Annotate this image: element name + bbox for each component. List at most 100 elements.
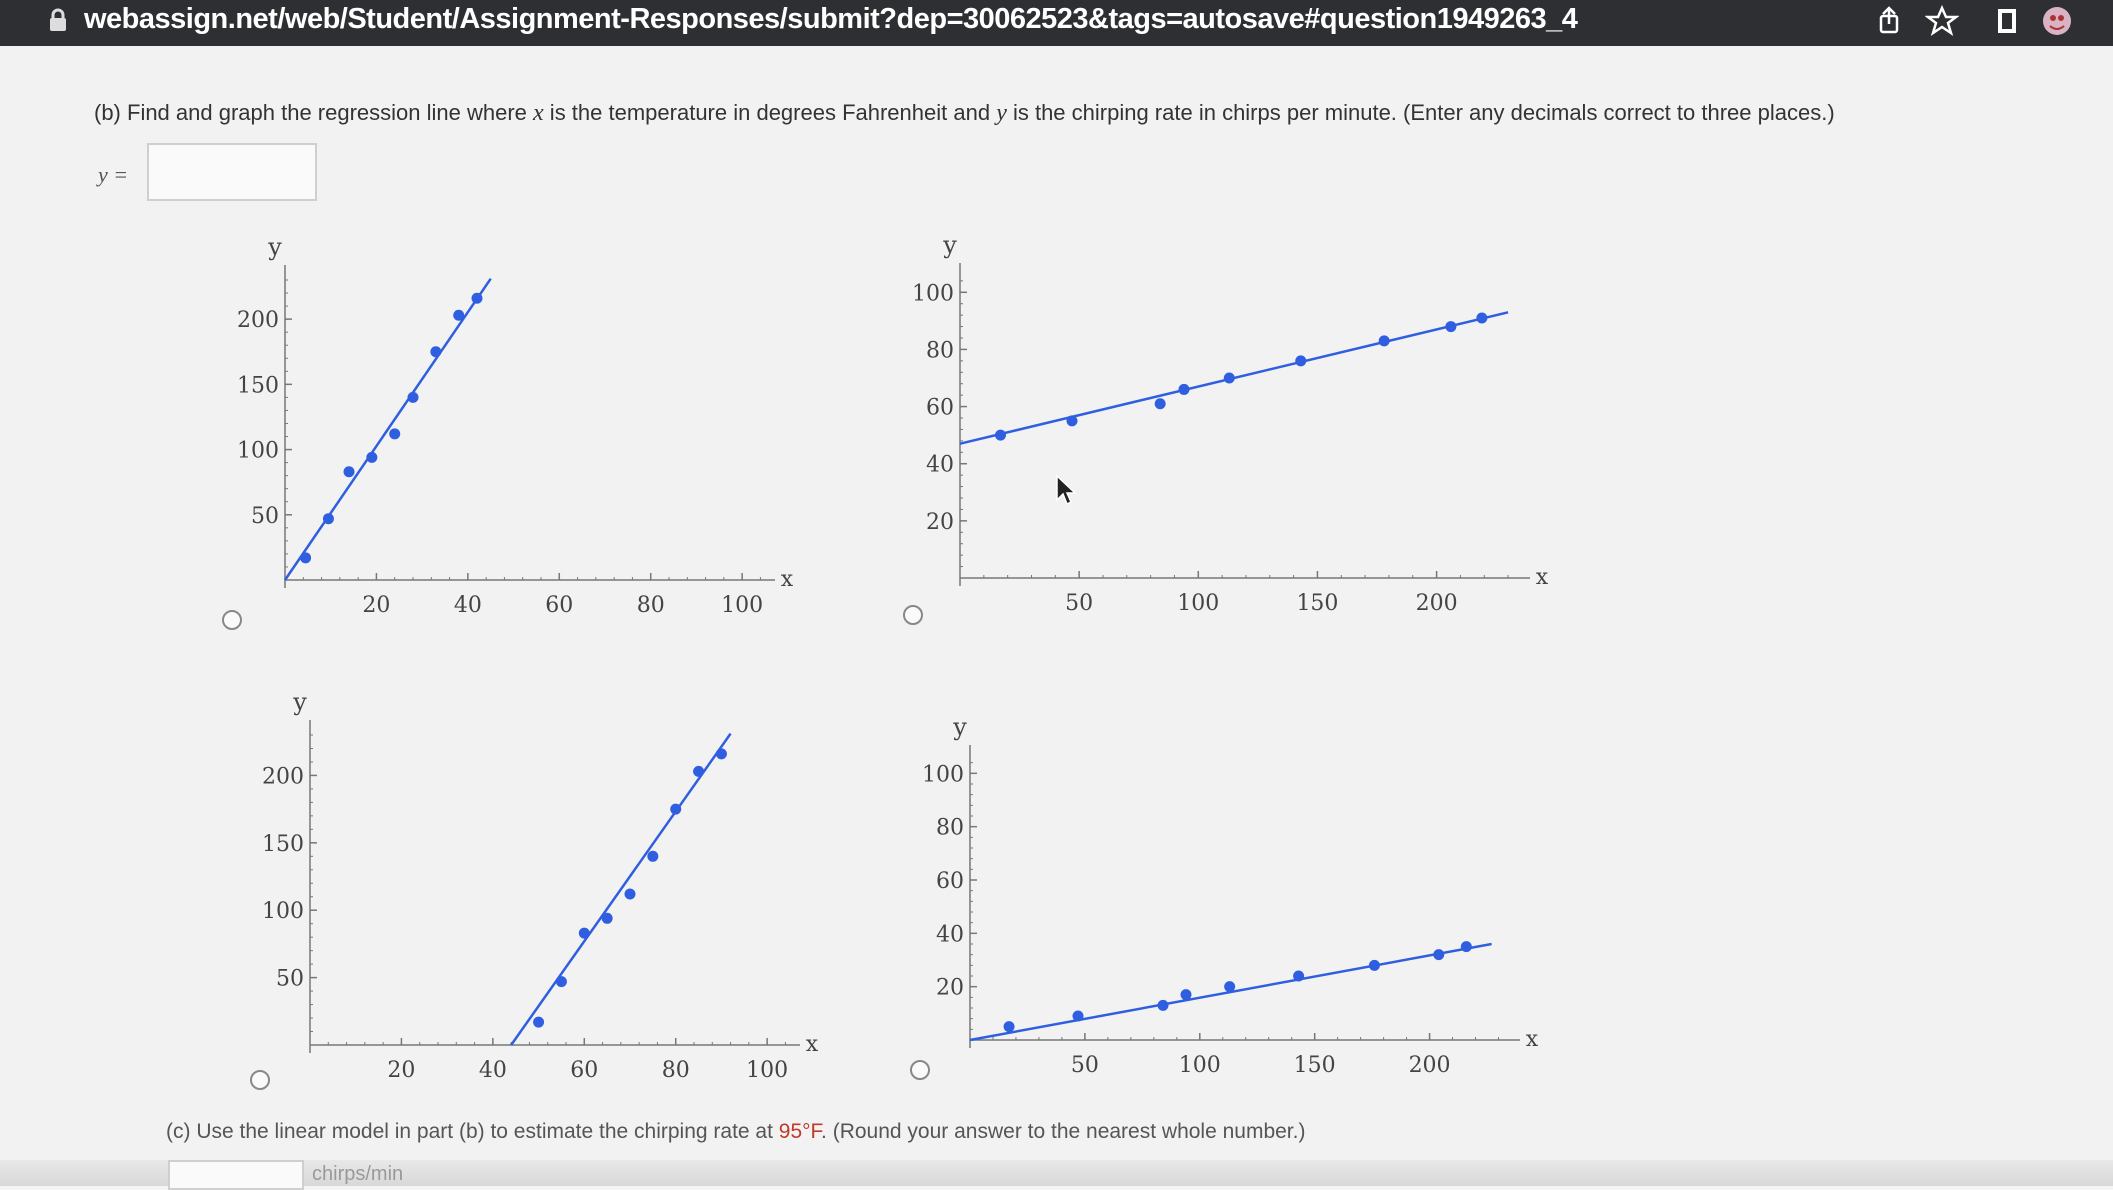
y-axis-label: y — [292, 688, 307, 716]
y-tick-label: 40 — [926, 453, 954, 478]
data-point — [995, 429, 1007, 441]
part-b-text-1: (b) Find and graph the regression line w… — [94, 100, 534, 125]
x-tick-label: 150 — [1296, 591, 1338, 616]
y-tick-label: 150 — [237, 373, 279, 398]
var-y: y — [996, 100, 1007, 126]
x-tick-label: 80 — [662, 1058, 690, 1083]
data-point — [453, 309, 465, 321]
data-point — [1223, 372, 1235, 384]
data-point — [1180, 989, 1192, 1001]
y-axis-label: y — [942, 231, 957, 259]
option-4-radio[interactable] — [910, 1060, 930, 1080]
x-axis-label: x — [806, 1032, 819, 1057]
regression-line — [510, 732, 732, 1046]
x-tick-label: 50 — [1071, 1053, 1099, 1078]
data-point — [1157, 999, 1169, 1011]
y-tick-label: 100 — [912, 281, 954, 306]
x-tick-label: 20 — [362, 593, 390, 618]
option-2-graph: 50 100 150 200 20 40 60 80 100 x y — [912, 231, 1549, 616]
data-point — [343, 466, 355, 478]
x-tick-label: 80 — [637, 593, 665, 618]
regression-answer-input[interactable] — [147, 143, 317, 201]
data-point — [1460, 941, 1472, 953]
option-3-graph: 20 40 60 80 100 50 100 150 200 x y — [262, 688, 819, 1083]
data-point — [1154, 398, 1166, 410]
data-point — [533, 1016, 545, 1028]
part-b-text-3: is the chirping rate in chirps per minut… — [1006, 100, 1835, 125]
x-tick-label: 100 — [1179, 1053, 1221, 1078]
part-c-text-1: (c) Use the linear model in part (b) to … — [166, 1120, 779, 1143]
star-icon[interactable] — [1925, 4, 1959, 38]
y-tick-label: 200 — [237, 308, 279, 333]
part-c-answer-input[interactable] — [168, 1160, 304, 1190]
data-point — [1072, 1010, 1084, 1022]
x-tick-label: 60 — [570, 1058, 598, 1083]
option-1-graph: 20 40 60 80 100 50 100 150 200 x y — [237, 233, 794, 618]
var-x: x — [533, 100, 544, 126]
data-point — [1295, 355, 1307, 367]
data-point — [715, 748, 727, 760]
part-c-temperature: 95°F — [778, 1120, 822, 1143]
y-tick-label: 150 — [262, 832, 304, 857]
data-point — [555, 976, 567, 988]
data-point — [670, 803, 682, 815]
option-4-graph: 50 100 150 200 20 40 60 80 100 x y — [922, 713, 1539, 1078]
url-text[interactable]: webassign.net/web/Student/Assignment-Res… — [84, 3, 1578, 35]
part-b-text-2: is the temperature in degrees Fahrenheit… — [543, 100, 997, 125]
share-icon[interactable] — [1872, 4, 1906, 38]
mouse-cursor-icon — [1056, 474, 1077, 506]
x-tick-label: 20 — [387, 1058, 415, 1083]
y-tick-label: 100 — [922, 762, 964, 787]
screen-bezel — [0, 1160, 2113, 1186]
data-point — [300, 552, 312, 564]
x-tick-label: 50 — [1065, 591, 1093, 616]
part-b-question: (b) Find and graph the regression line w… — [94, 100, 1835, 127]
part-c-question: (c) Use the linear model in part (b) to … — [166, 1120, 1305, 1144]
y-tick-label: 200 — [262, 764, 304, 789]
y-tick-label: 60 — [926, 396, 954, 421]
data-point — [1378, 335, 1390, 347]
y-axis-label: y — [267, 233, 282, 261]
data-point — [601, 912, 613, 924]
y-tick-label: 40 — [936, 922, 964, 947]
data-point — [471, 292, 483, 304]
x-tick-label: 200 — [1409, 1053, 1451, 1078]
data-point — [389, 428, 401, 440]
x-tick-label: 40 — [479, 1058, 507, 1083]
x-tick-label: 100 — [746, 1058, 788, 1083]
lock-icon — [50, 8, 66, 31]
part-c-unit: chirps/min — [312, 1163, 404, 1185]
data-point — [624, 888, 636, 900]
data-point — [1476, 312, 1488, 324]
data-point — [578, 927, 590, 939]
y-tick-label: 100 — [262, 899, 304, 924]
reader-icon[interactable] — [1990, 4, 2024, 38]
data-point — [693, 765, 705, 777]
data-point — [1003, 1021, 1015, 1033]
data-point — [1293, 970, 1305, 982]
assignment-page — [0, 46, 2113, 1186]
x-tick-label: 100 — [721, 593, 763, 618]
data-point — [1445, 321, 1457, 333]
y-tick-label: 50 — [276, 967, 304, 992]
data-point — [1368, 959, 1380, 971]
x-axis-label: x — [781, 567, 794, 592]
y-tick-label: 80 — [936, 816, 964, 841]
y-tick-label: 100 — [237, 439, 279, 464]
option-2-radio[interactable] — [903, 605, 923, 625]
x-axis-label: x — [1536, 565, 1549, 590]
avatar-icon[interactable] — [2040, 4, 2074, 38]
y-tick-label: 50 — [251, 504, 279, 529]
browser-url-bar[interactable]: webassign.net/web/Student/Assignment-Res… — [0, 0, 2113, 46]
data-point — [1224, 981, 1236, 993]
x-tick-label: 100 — [1177, 591, 1219, 616]
data-point — [1066, 415, 1078, 427]
part-c-text-2: . (Round your answer to the nearest whol… — [821, 1120, 1306, 1143]
option-1-radio[interactable] — [222, 610, 242, 630]
data-point — [407, 391, 419, 403]
data-point — [366, 451, 378, 463]
data-point — [322, 513, 334, 525]
option-3-radio[interactable] — [250, 1070, 270, 1090]
data-point — [1433, 949, 1445, 961]
x-axis-label: x — [1526, 1027, 1539, 1052]
